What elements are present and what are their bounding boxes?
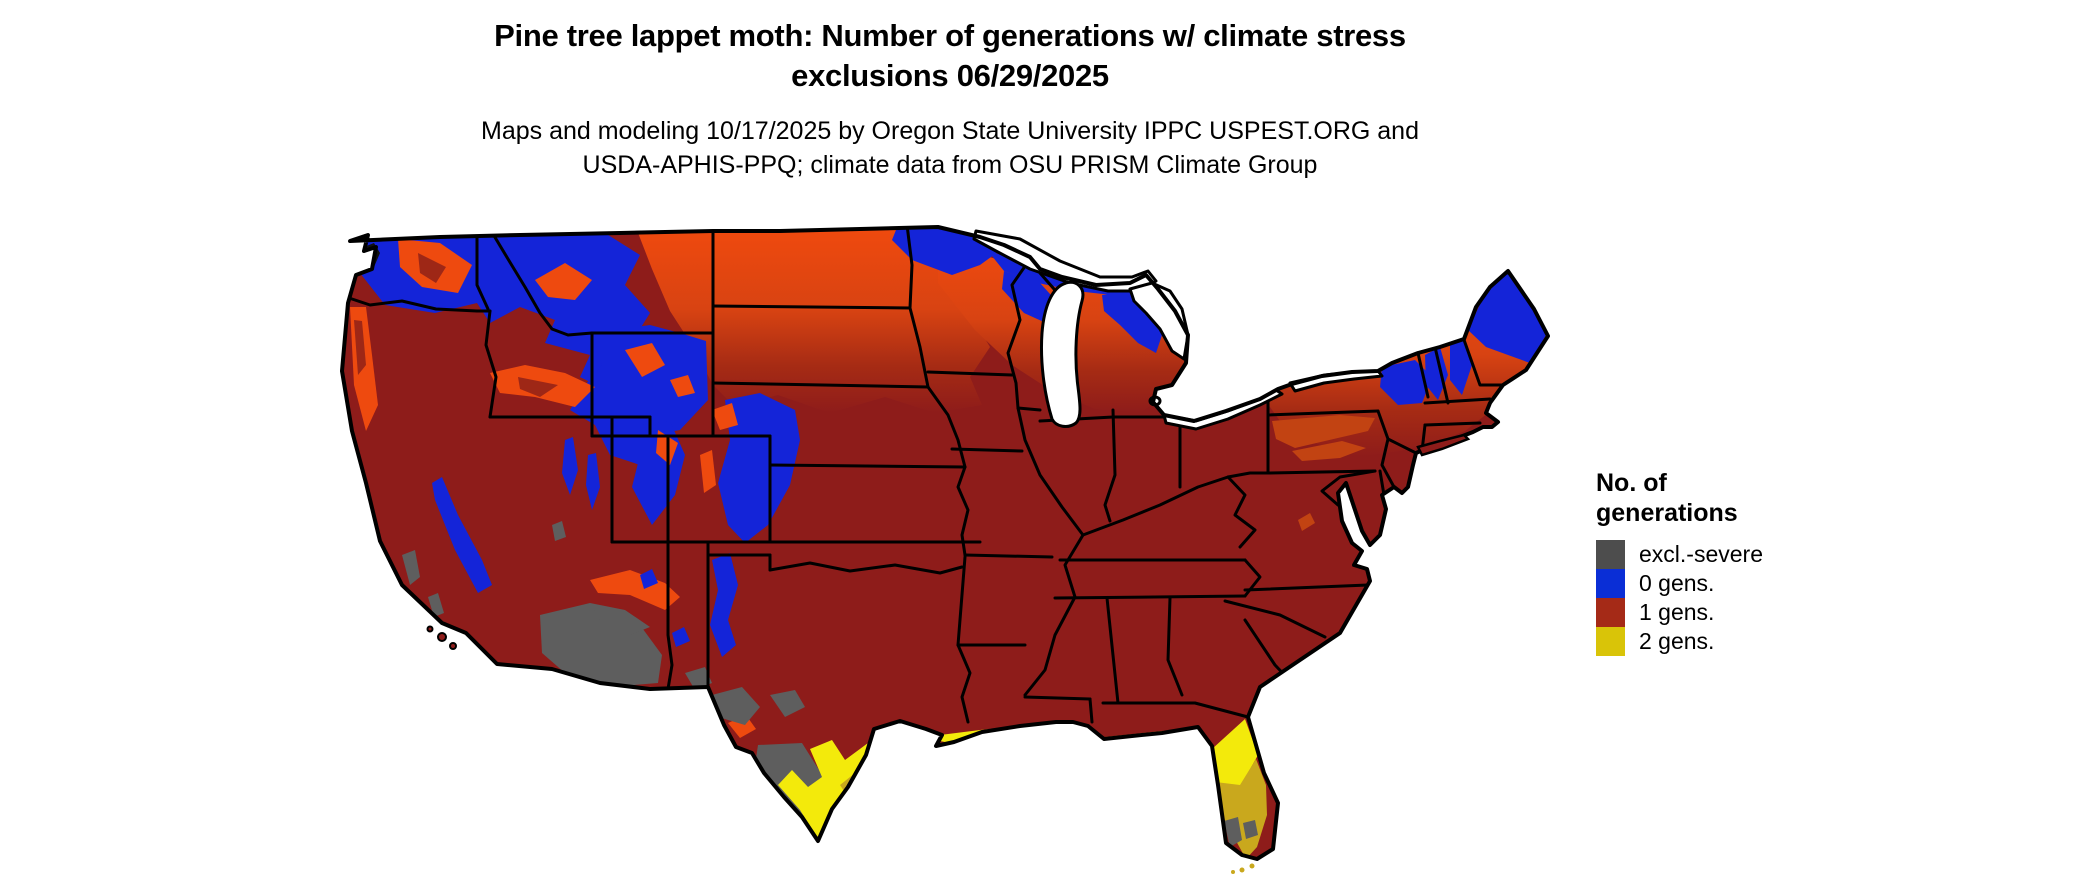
florida-keys bbox=[1231, 870, 1235, 874]
long-island bbox=[1416, 433, 1471, 457]
page-title: Pine tree lappet moth: Number of generat… bbox=[0, 16, 1900, 96]
legend-label: excl.-severe bbox=[1639, 541, 1763, 567]
title-line-1: Pine tree lappet moth: Number of generat… bbox=[494, 18, 1406, 53]
legend-items: excl.-severe 0 gens. 1 gens. 2 gens. bbox=[1596, 540, 1826, 656]
legend-item: 2 gens. bbox=[1596, 627, 1826, 656]
map-container bbox=[340, 225, 1560, 880]
legend-title: No. of generations bbox=[1596, 468, 1826, 528]
lake-michigan bbox=[1040, 280, 1085, 428]
offshore-islands bbox=[426, 433, 1471, 874]
legend-label: 1 gens. bbox=[1639, 599, 1715, 625]
florida-keys bbox=[1249, 863, 1255, 869]
subtitle-line-2: USDA-APHIS-PPQ; climate data from OSU PR… bbox=[582, 151, 1318, 179]
zone-transition-details bbox=[1272, 415, 1375, 531]
legend-title-line-1: No. of bbox=[1596, 469, 1667, 497]
legend-title-line-2: generations bbox=[1596, 499, 1738, 527]
legend-swatch bbox=[1596, 540, 1625, 569]
title-line-2: exclusions 06/29/2025 bbox=[791, 58, 1109, 93]
us-generations-map bbox=[340, 225, 1550, 874]
subtitle-line-1: Maps and modeling 10/17/2025 by Oregon S… bbox=[481, 117, 1419, 145]
legend-item: 0 gens. bbox=[1596, 569, 1826, 598]
map-legend: No. of generations excl.-severe 0 gens. 1 … bbox=[1596, 468, 1826, 656]
legend-label: 0 gens. bbox=[1639, 570, 1715, 596]
legend-swatch bbox=[1596, 598, 1625, 627]
zone-orange-cores bbox=[354, 253, 558, 397]
page-subtitle: Maps and modeling 10/17/2025 by Oregon S… bbox=[0, 114, 1900, 182]
great-lakes bbox=[972, 229, 1384, 431]
legend-item: excl.-severe bbox=[1596, 540, 1826, 569]
state-borders bbox=[344, 227, 1504, 724]
legend-label: 2 gens. bbox=[1639, 628, 1715, 654]
us-outline bbox=[340, 225, 1550, 861]
legend-swatch bbox=[1596, 569, 1625, 598]
legend-item: 1 gens. bbox=[1596, 598, 1826, 627]
legend-swatch bbox=[1596, 627, 1625, 656]
lake-huron bbox=[1128, 281, 1190, 361]
florida-keys bbox=[1239, 867, 1245, 873]
